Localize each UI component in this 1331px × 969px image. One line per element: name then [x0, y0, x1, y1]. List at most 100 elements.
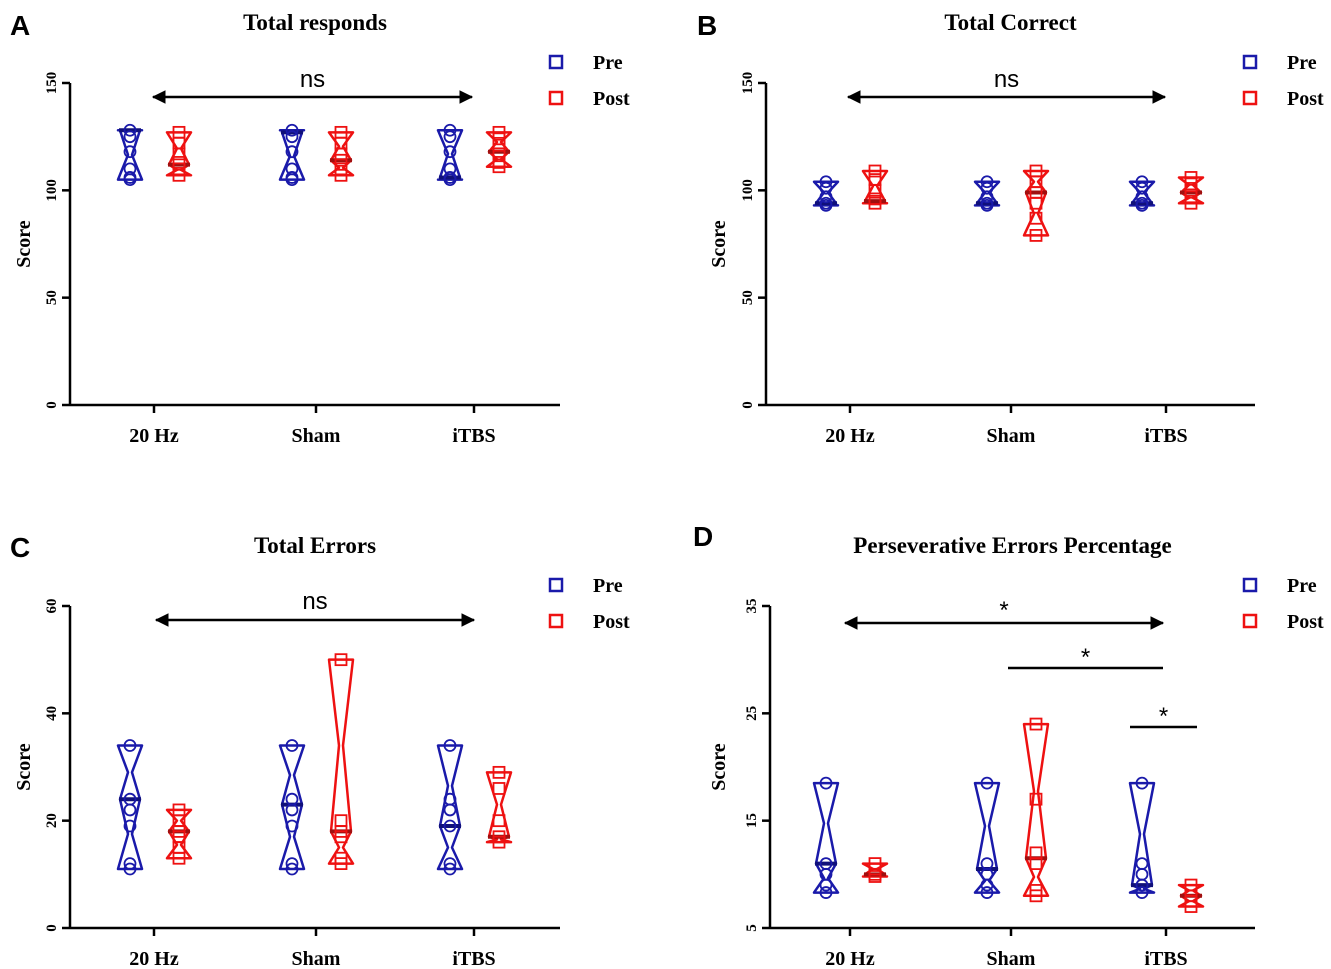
data-point	[443, 130, 457, 144]
panel-letter: B	[697, 10, 717, 41]
x-tick-label: Sham	[987, 425, 1036, 447]
data-point	[334, 653, 348, 667]
data-point	[492, 160, 506, 174]
data-point	[123, 803, 137, 817]
data-point	[123, 145, 137, 159]
data-point	[819, 198, 833, 212]
violin	[278, 744, 306, 871]
y-tick-label: 50	[740, 290, 756, 305]
data-point	[123, 819, 137, 833]
y-tick-label: 35	[744, 599, 760, 614]
chart-title: Perseverative Errors Percentage	[853, 533, 1171, 558]
data-point	[980, 878, 994, 892]
y-axis-label: Score	[708, 743, 730, 791]
data-point	[980, 175, 994, 189]
chart-title: Total Errors	[254, 533, 376, 558]
data-point	[492, 138, 506, 152]
data-point	[443, 123, 457, 137]
data-point	[819, 175, 833, 189]
data-point	[980, 198, 994, 212]
data-point	[443, 173, 457, 187]
data-point	[334, 147, 348, 161]
legend-post-marker	[1242, 90, 1258, 106]
data-point	[1029, 229, 1043, 242]
data-point	[1184, 171, 1198, 184]
y-tick-label: 20	[44, 813, 60, 828]
data-point	[492, 814, 506, 828]
significance-label: ns	[302, 588, 327, 615]
data-point	[1184, 177, 1198, 191]
data-point	[1135, 886, 1149, 899]
data-point	[819, 181, 833, 195]
panel-letter: A	[10, 10, 30, 41]
legend-post-label: Post	[593, 88, 630, 110]
data-point	[868, 164, 882, 178]
violin	[165, 808, 193, 860]
violin	[436, 128, 464, 181]
y-tick-label: 50	[44, 290, 60, 305]
legend-pre-label: Pre	[1287, 52, 1317, 74]
data-point	[443, 145, 457, 159]
legend-post-label: Post	[1287, 88, 1324, 110]
violin	[973, 781, 1001, 894]
chart-title: Total responds	[243, 10, 387, 35]
data-point	[285, 819, 299, 833]
significance-label: *	[1159, 703, 1168, 730]
violin	[436, 744, 464, 871]
data-point	[868, 183, 882, 197]
data-point	[1135, 867, 1149, 881]
data-point	[980, 886, 994, 899]
data-point	[1135, 776, 1149, 790]
x-tick-label: 20 Hz	[825, 425, 875, 447]
y-tick-label: 60	[44, 599, 60, 614]
arrow-right-head	[459, 90, 474, 104]
legend-post-marker	[1242, 613, 1258, 629]
data-point	[443, 857, 457, 870]
panel-d: D Perseverative Errors Percentage 5 15 25 35 S…	[693, 521, 1324, 969]
data-point	[123, 862, 137, 876]
data-point	[334, 162, 348, 176]
data-point	[819, 878, 833, 892]
y-axis-label: Score	[13, 220, 35, 268]
data-point	[1135, 181, 1149, 195]
legend-pre-label: Pre	[593, 575, 623, 597]
x-tick-label: Sham	[987, 948, 1036, 969]
y-tick-label: 0	[44, 924, 60, 932]
data-point	[1184, 900, 1198, 913]
data-point	[492, 765, 506, 779]
data-point	[1029, 792, 1043, 806]
legend-post-label: Post	[1287, 611, 1324, 633]
legend-post-marker	[548, 613, 564, 629]
arrow-left-head	[846, 90, 861, 104]
significance-label: ns	[994, 66, 1019, 93]
legend-pre-marker	[1242, 54, 1258, 70]
data-point	[819, 190, 833, 204]
arrow-right-head	[1152, 90, 1167, 104]
data-point	[285, 739, 299, 752]
panel-c: C Total Errors 0 20 40 60 Score 20 Hz Sham iTBS Pr…	[10, 532, 630, 969]
data-point	[443, 819, 457, 833]
significance-label: ns	[300, 66, 325, 93]
violin	[327, 131, 355, 177]
x-tick-label: Sham	[292, 948, 341, 969]
violin	[1022, 722, 1050, 898]
y-tick-label: 40	[44, 706, 60, 721]
data-point	[492, 782, 506, 795]
data-point	[172, 156, 186, 169]
arrow-right-head	[461, 613, 476, 627]
y-tick-label: 150	[44, 72, 60, 95]
data-point	[285, 173, 299, 187]
data-point	[1135, 198, 1149, 212]
y-tick-label: 150	[740, 72, 756, 95]
legend-pre-marker	[548, 54, 564, 70]
violin	[327, 658, 355, 865]
x-tick-label: Sham	[292, 425, 341, 447]
y-tick-label: 0	[740, 401, 756, 409]
legend-post-marker	[548, 90, 564, 106]
data-point	[1184, 183, 1198, 197]
data-point	[123, 123, 137, 137]
data-point	[334, 830, 348, 844]
y-tick-label: 100	[44, 179, 60, 202]
violin	[1022, 169, 1050, 237]
